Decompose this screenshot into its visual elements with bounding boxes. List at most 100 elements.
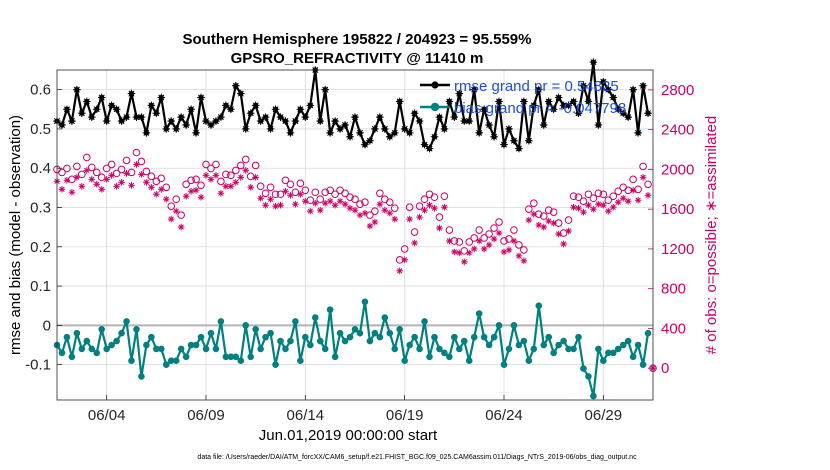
bias-point	[609, 349, 617, 357]
obs-assimilated-point	[366, 222, 374, 230]
asterisk-stroke	[382, 207, 388, 213]
rmse-point	[410, 109, 419, 118]
bias-point	[292, 318, 299, 325]
legend-bias-label: bias grand pr = -0.047798	[454, 100, 626, 117]
obs-possible-point	[614, 187, 623, 196]
rmse-point	[574, 109, 583, 118]
asterisk-stroke	[267, 125, 274, 132]
bias-point	[103, 345, 110, 353]
bias-point	[297, 357, 304, 365]
obs-assimilated-point	[83, 167, 91, 174]
rmse-point	[435, 113, 444, 121]
asterisk-stroke	[466, 118, 473, 125]
asterisk-stroke	[426, 145, 433, 152]
rmse-point	[251, 101, 260, 110]
bias-point	[252, 325, 259, 333]
obs-possible-point	[316, 195, 325, 204]
asterisk-stroke	[307, 208, 313, 214]
asterisk-stroke	[88, 114, 95, 121]
obs-possible-point	[440, 192, 449, 201]
rmse-point	[400, 125, 409, 133]
asterisk-stroke	[237, 90, 244, 97]
obs-assimilated-point	[421, 206, 428, 214]
bias-point	[460, 337, 468, 345]
obs-assimilated-point	[73, 174, 81, 181]
obs-assimilated-point	[495, 229, 503, 237]
y2-tick-label: 400	[661, 320, 686, 337]
asterisk-stroke	[183, 193, 189, 199]
obs-possible-point	[232, 166, 240, 175]
bias-point	[341, 337, 349, 345]
obs-assimilated-point	[465, 249, 473, 257]
rmse-point	[306, 101, 315, 110]
bias-point	[570, 345, 577, 353]
asterisk-stroke	[193, 129, 200, 136]
asterisk-stroke	[510, 137, 517, 144]
rmse-point	[510, 136, 518, 145]
obs-possible-point	[405, 203, 414, 211]
obs-assimilated-point	[138, 171, 145, 178]
bias-point	[490, 333, 498, 341]
asterisk-stroke	[188, 188, 194, 194]
rmse-point	[266, 125, 275, 133]
asterisk-stroke	[600, 78, 607, 85]
asterisk-stroke	[625, 114, 632, 121]
asterisk-stroke	[153, 110, 160, 117]
asterisk-stroke	[590, 59, 597, 66]
bias-point	[202, 345, 210, 353]
bias-point	[600, 357, 607, 365]
asterisk-stroke	[188, 106, 195, 113]
asterisk-stroke	[317, 118, 324, 125]
asterisk-stroke	[446, 238, 453, 244]
obs-assimilated-point	[242, 167, 250, 174]
asterisk-stroke	[297, 191, 304, 197]
bias-point	[316, 337, 324, 345]
asterisk-stroke	[163, 196, 169, 202]
asterisk-stroke	[138, 114, 145, 121]
asterisk-stroke	[118, 118, 125, 125]
bias-point	[158, 345, 165, 353]
asterisk-stroke	[456, 250, 462, 256]
asterisk-stroke	[327, 198, 333, 204]
obs-assimilated-point	[287, 191, 294, 199]
rmse-point-star	[256, 117, 265, 125]
rmse-point	[624, 113, 632, 121]
asterisk-stroke	[292, 201, 299, 207]
bias-point	[277, 337, 284, 345]
asterisk-stroke	[153, 191, 159, 197]
obs-possible-point	[495, 218, 503, 226]
asterisk-stroke	[550, 106, 557, 113]
obs-assimilated-point	[555, 230, 562, 238]
obs-assimilated-point	[272, 202, 279, 210]
bias-point	[495, 322, 503, 329]
rmse-point-star	[172, 125, 180, 133]
obs-assimilated-point	[162, 195, 170, 203]
obs-assimilated-point	[401, 256, 408, 264]
obs-possible-point	[222, 170, 230, 179]
asterisk-stroke	[337, 198, 343, 204]
y2-tick-label: 1600	[661, 201, 694, 218]
rmse-point-star	[87, 113, 96, 121]
obs-assimilated-point	[58, 185, 66, 193]
obs-assimilated-point	[624, 197, 632, 205]
asterisk-stroke	[411, 240, 418, 246]
obs-assimilated-point	[232, 179, 240, 186]
bias-point	[525, 357, 533, 365]
asterisk-stroke	[173, 125, 180, 132]
asterisk-stroke	[620, 110, 627, 117]
rmse-point	[366, 136, 374, 145]
asterisk-stroke	[451, 114, 458, 121]
bias-point	[182, 353, 190, 361]
obs-possible-point	[445, 226, 454, 234]
obs-possible-point	[157, 174, 166, 183]
asterisk-stroke	[74, 174, 80, 181]
rmse-point	[326, 129, 334, 137]
rmse-point-star	[465, 117, 474, 125]
obs-assimilated-point	[530, 210, 538, 218]
asterisk-stroke	[108, 172, 115, 179]
asterisk-stroke	[615, 106, 622, 113]
rmse-point	[569, 97, 578, 106]
bias-point	[550, 349, 557, 357]
obs-possible-point	[301, 186, 310, 195]
obs-assimilated-point	[341, 200, 349, 208]
